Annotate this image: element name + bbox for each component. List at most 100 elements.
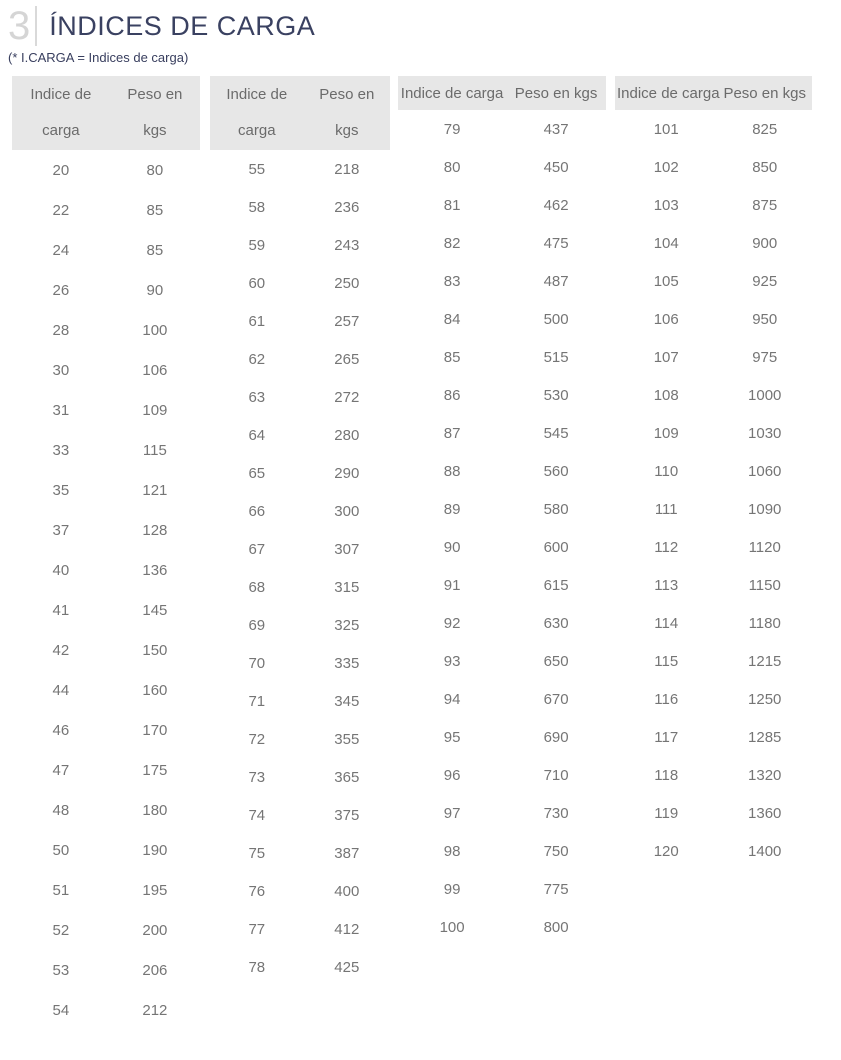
table-row: 71 345 bbox=[210, 682, 390, 720]
load-index-table-3: Indice de carga Peso en kgs 79 437 80 450 81… bbox=[398, 76, 606, 946]
cell-value: 750 bbox=[543, 842, 569, 860]
table-row: 73 365 bbox=[210, 758, 390, 796]
cell-value: 850 bbox=[752, 158, 778, 176]
table-row: 67 307 bbox=[210, 530, 390, 568]
cell-value: 28 bbox=[52, 321, 70, 339]
cell-value: 650 bbox=[543, 652, 569, 670]
load-index-table-2: Indice de carga Peso en kgs 55 218 58 236 59… bbox=[210, 76, 390, 986]
cell-value: 218 bbox=[334, 160, 360, 178]
cell-value: 106 bbox=[653, 310, 679, 328]
cell-value: 250 bbox=[334, 274, 360, 292]
table-row: 52 200 bbox=[12, 910, 200, 950]
table-row: 88 560 bbox=[398, 452, 606, 490]
load-index-table-4: Indice de carga Peso en kgs 101 825 102 850… bbox=[615, 76, 812, 870]
cell-value: 102 bbox=[653, 158, 679, 176]
table-row: 51 195 bbox=[12, 870, 200, 910]
table-row: 41 145 bbox=[12, 590, 200, 630]
table-row: 106 950 bbox=[615, 300, 812, 338]
table-row: 33 115 bbox=[12, 430, 200, 470]
table-row: 46 170 bbox=[12, 710, 200, 750]
cell-value: 515 bbox=[543, 348, 569, 366]
cell-value: 1285 bbox=[748, 728, 782, 746]
table-row: 24 85 bbox=[12, 230, 200, 270]
table-row: 76 400 bbox=[210, 872, 390, 910]
table-row: 96 710 bbox=[398, 756, 606, 794]
cell-value: 51 bbox=[52, 881, 70, 899]
table-header: Indice de carga Peso en kgs bbox=[12, 76, 200, 150]
table-body: 101 825 102 850 103 875 104 900 105 925 106 950 107 9… bbox=[615, 110, 812, 870]
cell-value: 37 bbox=[52, 521, 70, 539]
cell-value: 108 bbox=[653, 386, 679, 404]
table-row: 69 325 bbox=[210, 606, 390, 644]
cell-value: 195 bbox=[142, 881, 168, 899]
page-subtitle: (* I.CARGA = Indices de carga) bbox=[8, 50, 189, 65]
table-row: 53 206 bbox=[12, 950, 200, 990]
cell-value: 375 bbox=[334, 806, 360, 824]
cell-value: 107 bbox=[653, 348, 679, 366]
table-row: 62 265 bbox=[210, 340, 390, 378]
cell-value: 119 bbox=[654, 804, 679, 822]
table-row: 120 1400 bbox=[615, 832, 812, 870]
table-row: 102 850 bbox=[615, 148, 812, 186]
cell-value: 1030 bbox=[748, 424, 782, 442]
table-row: 26 90 bbox=[12, 270, 200, 310]
table-row: 64 280 bbox=[210, 416, 390, 454]
table-row: 66 300 bbox=[210, 492, 390, 530]
cell-value: 710 bbox=[543, 766, 569, 784]
table-row: 83 487 bbox=[398, 262, 606, 300]
table-row: 104 900 bbox=[615, 224, 812, 262]
cell-value: 114 bbox=[654, 614, 679, 632]
cell-value: 77 bbox=[248, 920, 266, 938]
table-row: 81 462 bbox=[398, 186, 606, 224]
cell-value: 387 bbox=[334, 844, 360, 862]
cell-value: 98 bbox=[443, 842, 461, 860]
cell-value: 1360 bbox=[748, 804, 782, 822]
cell-value: 115 bbox=[654, 652, 679, 670]
table-row: 72 355 bbox=[210, 720, 390, 758]
table-row: 89 580 bbox=[398, 490, 606, 528]
cell-value: 111 bbox=[654, 500, 678, 518]
cell-value: 412 bbox=[334, 920, 360, 938]
table-row: 86 530 bbox=[398, 376, 606, 414]
column-header-indice-de-carga: Indice de carga bbox=[398, 76, 507, 110]
cell-value: 180 bbox=[142, 801, 168, 819]
table-header: Indice de carga Peso en kgs bbox=[615, 76, 812, 110]
table-row: 116 1250 bbox=[615, 680, 812, 718]
cell-value: 1320 bbox=[748, 766, 782, 784]
cell-value: 145 bbox=[142, 601, 168, 619]
table-row: 68 315 bbox=[210, 568, 390, 606]
cell-value: 66 bbox=[248, 502, 266, 520]
cell-value: 1400 bbox=[748, 842, 782, 860]
table-row: 20 80 bbox=[12, 150, 200, 190]
table-row: 100 800 bbox=[398, 908, 606, 946]
cell-value: 70 bbox=[248, 654, 266, 672]
cell-value: 475 bbox=[543, 234, 569, 252]
table-row: 85 515 bbox=[398, 338, 606, 376]
table-row: 48 180 bbox=[12, 790, 200, 830]
page-title: ÍNDICES DE CARGA bbox=[49, 11, 316, 41]
table-row: 74 375 bbox=[210, 796, 390, 834]
table-row: 117 1285 bbox=[615, 718, 812, 756]
cell-value: 54 bbox=[52, 1001, 70, 1019]
cell-value: 97 bbox=[443, 804, 461, 822]
cell-value: 106 bbox=[142, 361, 168, 379]
cell-value: 1120 bbox=[748, 538, 781, 556]
cell-value: 84 bbox=[443, 310, 461, 328]
cell-value: 59 bbox=[248, 236, 266, 254]
cell-value: 600 bbox=[543, 538, 569, 556]
cell-value: 487 bbox=[543, 272, 569, 290]
table-row: 103 875 bbox=[615, 186, 812, 224]
cell-value: 150 bbox=[142, 641, 168, 659]
cell-value: 315 bbox=[334, 578, 360, 596]
table-row: 63 272 bbox=[210, 378, 390, 416]
cell-value: 118 bbox=[654, 766, 679, 784]
cell-value: 257 bbox=[334, 312, 360, 330]
table-row: 108 1000 bbox=[615, 376, 812, 414]
cell-value: 53 bbox=[52, 961, 70, 979]
table-row: 78 425 bbox=[210, 948, 390, 986]
cell-value: 80 bbox=[146, 161, 164, 179]
column-header-peso-en-kgs: Peso en kgs bbox=[506, 76, 606, 110]
load-index-tables: Indice de carga Peso en kgs 20 80 22 85 24 85… bbox=[0, 76, 841, 1030]
section-number: 3 bbox=[8, 6, 38, 46]
cell-value: 64 bbox=[248, 426, 266, 444]
